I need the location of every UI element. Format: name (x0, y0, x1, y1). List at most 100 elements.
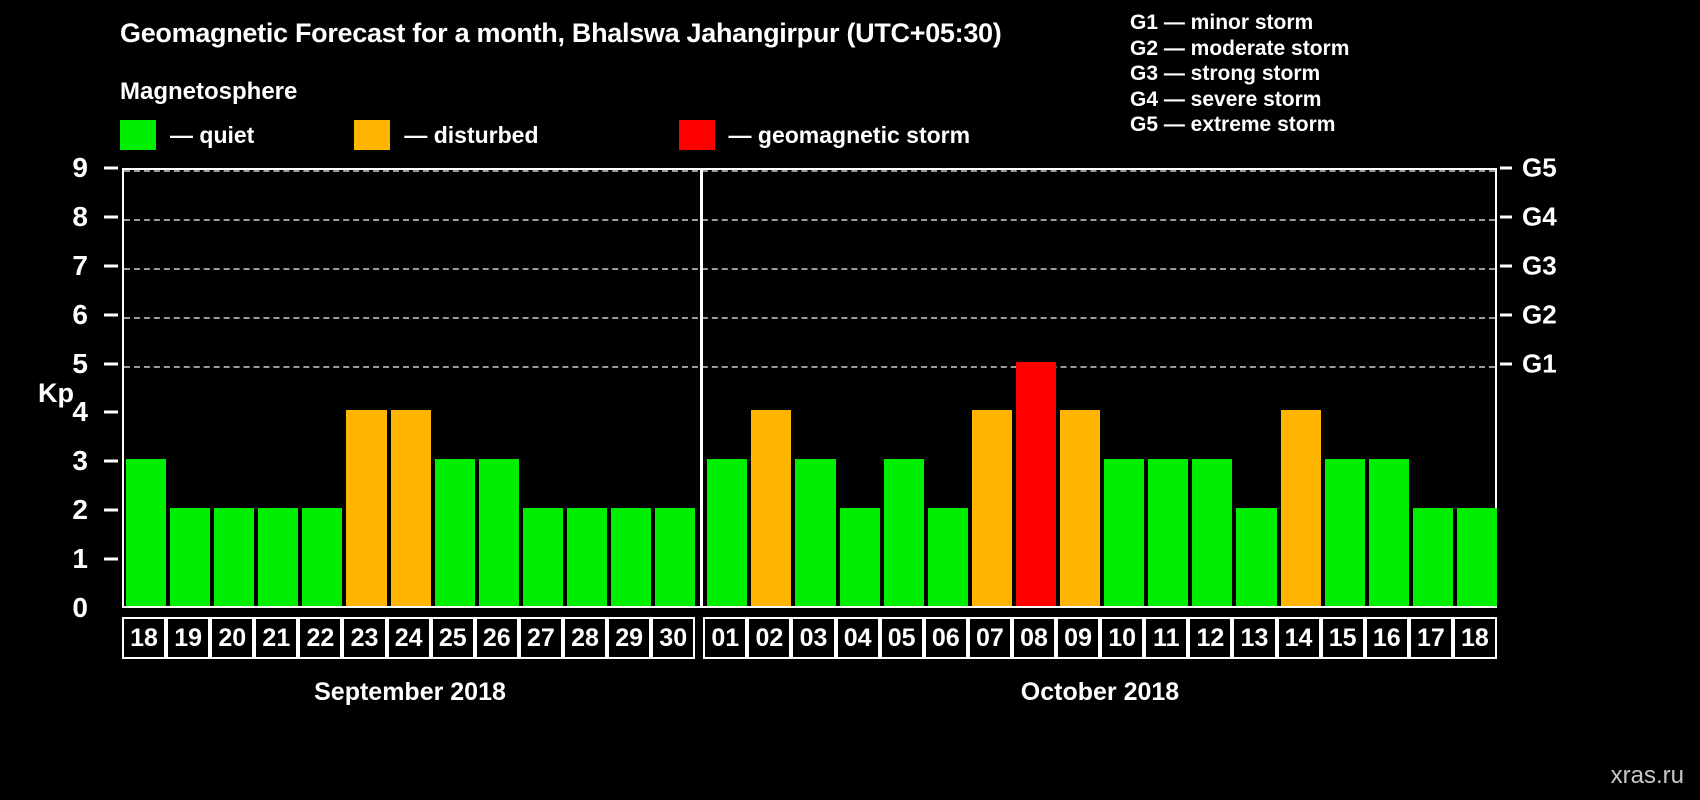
bar-september-19[interactable] (170, 508, 211, 606)
bar-october-15[interactable] (1324, 459, 1365, 606)
day-label-september-27[interactable]: 27 (518, 617, 563, 659)
g-axis-labels: G1 G2 G3 G4 G5 (1500, 153, 1620, 608)
y-tick-mark-7 (104, 264, 118, 268)
bar-october-01[interactable] (707, 459, 748, 606)
y-tick-label-4: 4 (72, 396, 88, 428)
bar-october-06[interactable] (927, 508, 968, 606)
day-label-september-20[interactable]: 20 (210, 617, 255, 659)
bar-september-25[interactable] (434, 459, 475, 606)
day-label-september-25[interactable]: 25 (430, 617, 475, 659)
day-label-september-30[interactable]: 30 (651, 617, 696, 659)
bar-october-18[interactable] (1456, 508, 1497, 606)
day-label-september-29[interactable]: 29 (607, 617, 652, 659)
bar-september-28[interactable] (566, 508, 608, 606)
bar-september-26[interactable] (478, 459, 519, 606)
day-label-october-12[interactable]: 12 (1188, 617, 1233, 659)
bar-september-18[interactable] (126, 459, 167, 606)
bar-october-16[interactable] (1368, 459, 1409, 606)
y-tick-label-5: 5 (72, 347, 88, 379)
g-tick-label-g2: G2 (1522, 299, 1557, 330)
day-label-october-03[interactable]: 03 (791, 617, 836, 659)
color-legend: — quiet — disturbed — geomagnetic storm (120, 120, 970, 150)
bar-october-04[interactable] (839, 508, 880, 606)
day-label-october-06[interactable]: 06 (923, 617, 968, 659)
bar-september-24[interactable] (390, 410, 431, 606)
bar-october-17[interactable] (1412, 508, 1453, 606)
day-label-september-28[interactable]: 28 (562, 617, 608, 659)
y-tick-label-2: 2 (72, 494, 88, 526)
day-label-october-08[interactable]: 08 (1011, 617, 1057, 659)
y-axis-labels: 0 1 2 3 4 5 6 7 8 9 (0, 152, 118, 623)
day-label-september-23[interactable]: 23 (342, 617, 387, 659)
legend-item-3: — geomagnetic storm (678, 120, 970, 150)
y-tick-mark-2 (104, 508, 118, 512)
g-tick-mark-g1 (1500, 362, 1512, 366)
day-label-october-14[interactable]: 14 (1276, 617, 1321, 659)
month-divider-line (699, 170, 703, 606)
day-label-october-18[interactable]: 18 (1452, 617, 1497, 659)
day-label-october-17[interactable]: 17 (1408, 617, 1453, 659)
day-label-september-24[interactable]: 24 (386, 617, 431, 659)
legend-label-1: — quiet (170, 121, 255, 148)
day-label-october-02[interactable]: 02 (747, 617, 792, 659)
day-label-october-16[interactable]: 16 (1364, 617, 1409, 659)
y-tick-mark-1 (104, 557, 118, 561)
day-label-october-05[interactable]: 05 (879, 617, 924, 659)
day-label-september-19[interactable]: 19 (166, 617, 211, 659)
legend-swatch-1 (120, 120, 156, 150)
g-tick-mark-g2 (1500, 313, 1512, 317)
day-label-september-26[interactable]: 26 (474, 617, 519, 659)
day-label-september-22[interactable]: 22 (298, 617, 343, 659)
g-tick-label-g5: G5 (1522, 152, 1557, 183)
day-label-october-01[interactable]: 01 (703, 617, 748, 659)
g-scale-item-g5: G5 — extreme storm (1130, 113, 1336, 136)
day-label-october-13[interactable]: 13 (1232, 617, 1277, 659)
month-caption-september: September 2018 (314, 678, 506, 706)
bar-september-27[interactable] (522, 508, 563, 606)
bar-october-03[interactable] (795, 459, 836, 606)
day-label-october-15[interactable]: 15 (1320, 617, 1365, 659)
day-label-october-07[interactable]: 07 (967, 617, 1012, 659)
bar-october-11[interactable] (1148, 459, 1189, 606)
gridline-kp-7 (124, 267, 1495, 270)
bar-october-07[interactable] (971, 410, 1012, 606)
legend-swatch-2 (354, 120, 391, 150)
g-tick-mark-g4 (1500, 215, 1512, 219)
bar-september-21[interactable] (258, 508, 299, 606)
g-tick-mark-g3 (1500, 264, 1512, 268)
bar-october-02[interactable] (751, 410, 792, 606)
day-axis: 18 19 20 21 22 23 24 25 26 27 28 29 30 01 02 03 04 05 06 07… (122, 617, 1497, 659)
bar-october-12[interactable] (1192, 459, 1233, 606)
bar-october-08[interactable] (1015, 361, 1057, 606)
bar-october-05[interactable] (883, 459, 924, 606)
y-axis-title: Kp (38, 378, 74, 408)
g-scale-item-g3: G3 — strong storm (1130, 62, 1321, 85)
bar-september-23[interactable] (346, 410, 387, 606)
bar-october-13[interactable] (1236, 508, 1277, 606)
day-label-september-21[interactable]: 21 (254, 617, 299, 659)
day-label-october-09[interactable]: 09 (1056, 617, 1101, 659)
bar-october-14[interactable] (1280, 410, 1321, 606)
day-label-october-04[interactable]: 04 (835, 617, 880, 659)
bar-september-22[interactable] (302, 508, 343, 606)
y-tick-label-0: 0 (72, 592, 88, 623)
day-label-october-11[interactable]: 11 (1144, 617, 1189, 659)
legend-swatch-3 (678, 120, 715, 150)
bar-september-20[interactable] (214, 508, 255, 606)
y-tick-mark-3 (104, 459, 118, 463)
day-label-september-18[interactable]: 18 (122, 617, 167, 659)
y-tick-label-1: 1 (72, 543, 88, 575)
y-tick-label-6: 6 (72, 298, 88, 330)
gridline-kp-5 (124, 365, 1495, 368)
gridlines (124, 170, 1495, 606)
page-title: Geomagnetic Forecast for a month, Bhalsw… (120, 18, 1002, 48)
day-label-october-10[interactable]: 10 (1100, 617, 1145, 659)
bar-september-30[interactable] (655, 508, 696, 606)
bar-october-10[interactable] (1104, 459, 1145, 606)
g-scale-legend: G1 — minor storm G2 — moderate storm G3 … (1130, 10, 1349, 138)
bar-september-29[interactable] (611, 508, 652, 606)
y-tick-mark-4 (104, 410, 118, 414)
watermark: xras.ru (1610, 762, 1684, 789)
bar-october-09[interactable] (1060, 410, 1101, 606)
y-tick-mark-9 (104, 166, 118, 170)
